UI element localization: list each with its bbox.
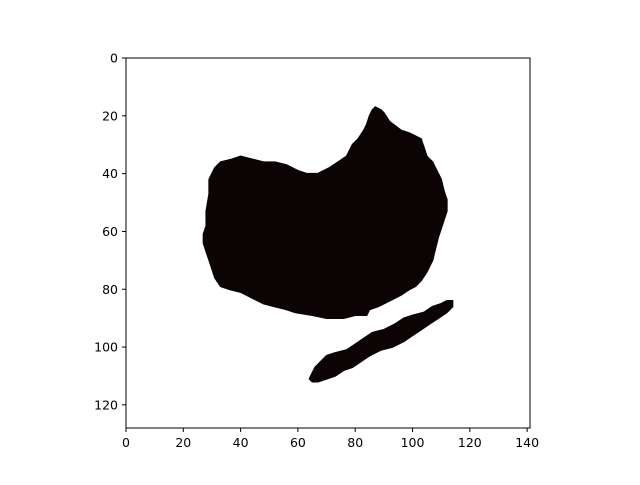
region-1 — [202, 106, 448, 319]
x-tick-label: 120 — [458, 435, 482, 450]
x-axis: 0 20 40 60 80 100 120 140 — [122, 428, 539, 450]
y-tick-label: 40 — [102, 166, 118, 181]
x-tick-label: 40 — [233, 435, 249, 450]
x-tick-label: 60 — [290, 435, 306, 450]
x-tick-label: 20 — [175, 435, 191, 450]
x-tick-label: 100 — [401, 435, 425, 450]
axes-frame — [125, 57, 531, 429]
y-tick-label: 120 — [94, 397, 118, 412]
y-tick-label: 0 — [110, 51, 118, 66]
x-tick-label: 140 — [515, 435, 539, 450]
regions-layer — [202, 106, 454, 383]
x-tick-label: 0 — [122, 435, 130, 450]
y-tick-label: 80 — [102, 282, 118, 297]
plot-area — [125, 57, 531, 429]
y-tick-label: 20 — [102, 108, 118, 123]
x-tick-label: 80 — [347, 435, 363, 450]
y-tick-label: 100 — [94, 340, 118, 355]
y-axis: 0 20 40 60 80 100 120 — [94, 51, 126, 412]
y-tick-label: 60 — [102, 224, 118, 239]
region-2 — [308, 300, 454, 383]
